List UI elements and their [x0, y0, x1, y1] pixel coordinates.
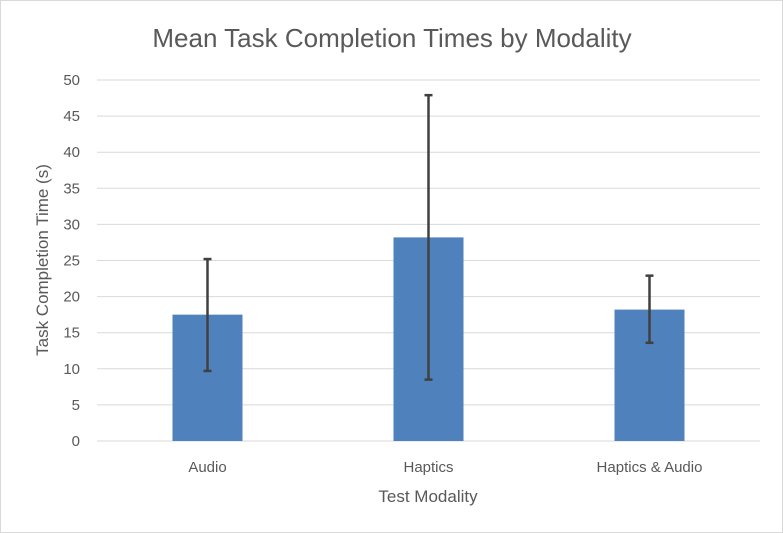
y-tick-label-10: 10 [63, 361, 80, 378]
y-tick-label-50: 50 [63, 72, 80, 89]
y-tick-label-45: 45 [63, 108, 80, 125]
y-axis-title: Task Completion Time (s) [33, 164, 52, 356]
chart-title: Mean Task Completion Times by Modality [152, 23, 631, 53]
x-tick-label-1: Haptics [403, 459, 453, 476]
y-tick-label-0: 0 [72, 433, 80, 450]
x-tick-label-0: Audio [188, 459, 226, 476]
x-tick-label-2: Haptics & Audio [597, 459, 703, 476]
x-axis-title: Test Modality [378, 487, 478, 506]
y-tick-label-35: 35 [63, 180, 80, 197]
y-tick-label-5: 5 [72, 397, 80, 414]
error-bars [203, 93, 654, 381]
y-tick-label-30: 30 [63, 216, 80, 233]
y-tick-label-15: 15 [63, 325, 80, 342]
y-tick-label-25: 25 [63, 253, 80, 270]
x-axis-ticks: Audio Haptics Haptics & Audio [188, 459, 702, 476]
y-tick-label-40: 40 [63, 144, 80, 161]
y-axis-ticks: 0 5 10 15 20 25 30 35 40 45 50 [63, 72, 80, 450]
y-tick-label-20: 20 [63, 289, 80, 306]
